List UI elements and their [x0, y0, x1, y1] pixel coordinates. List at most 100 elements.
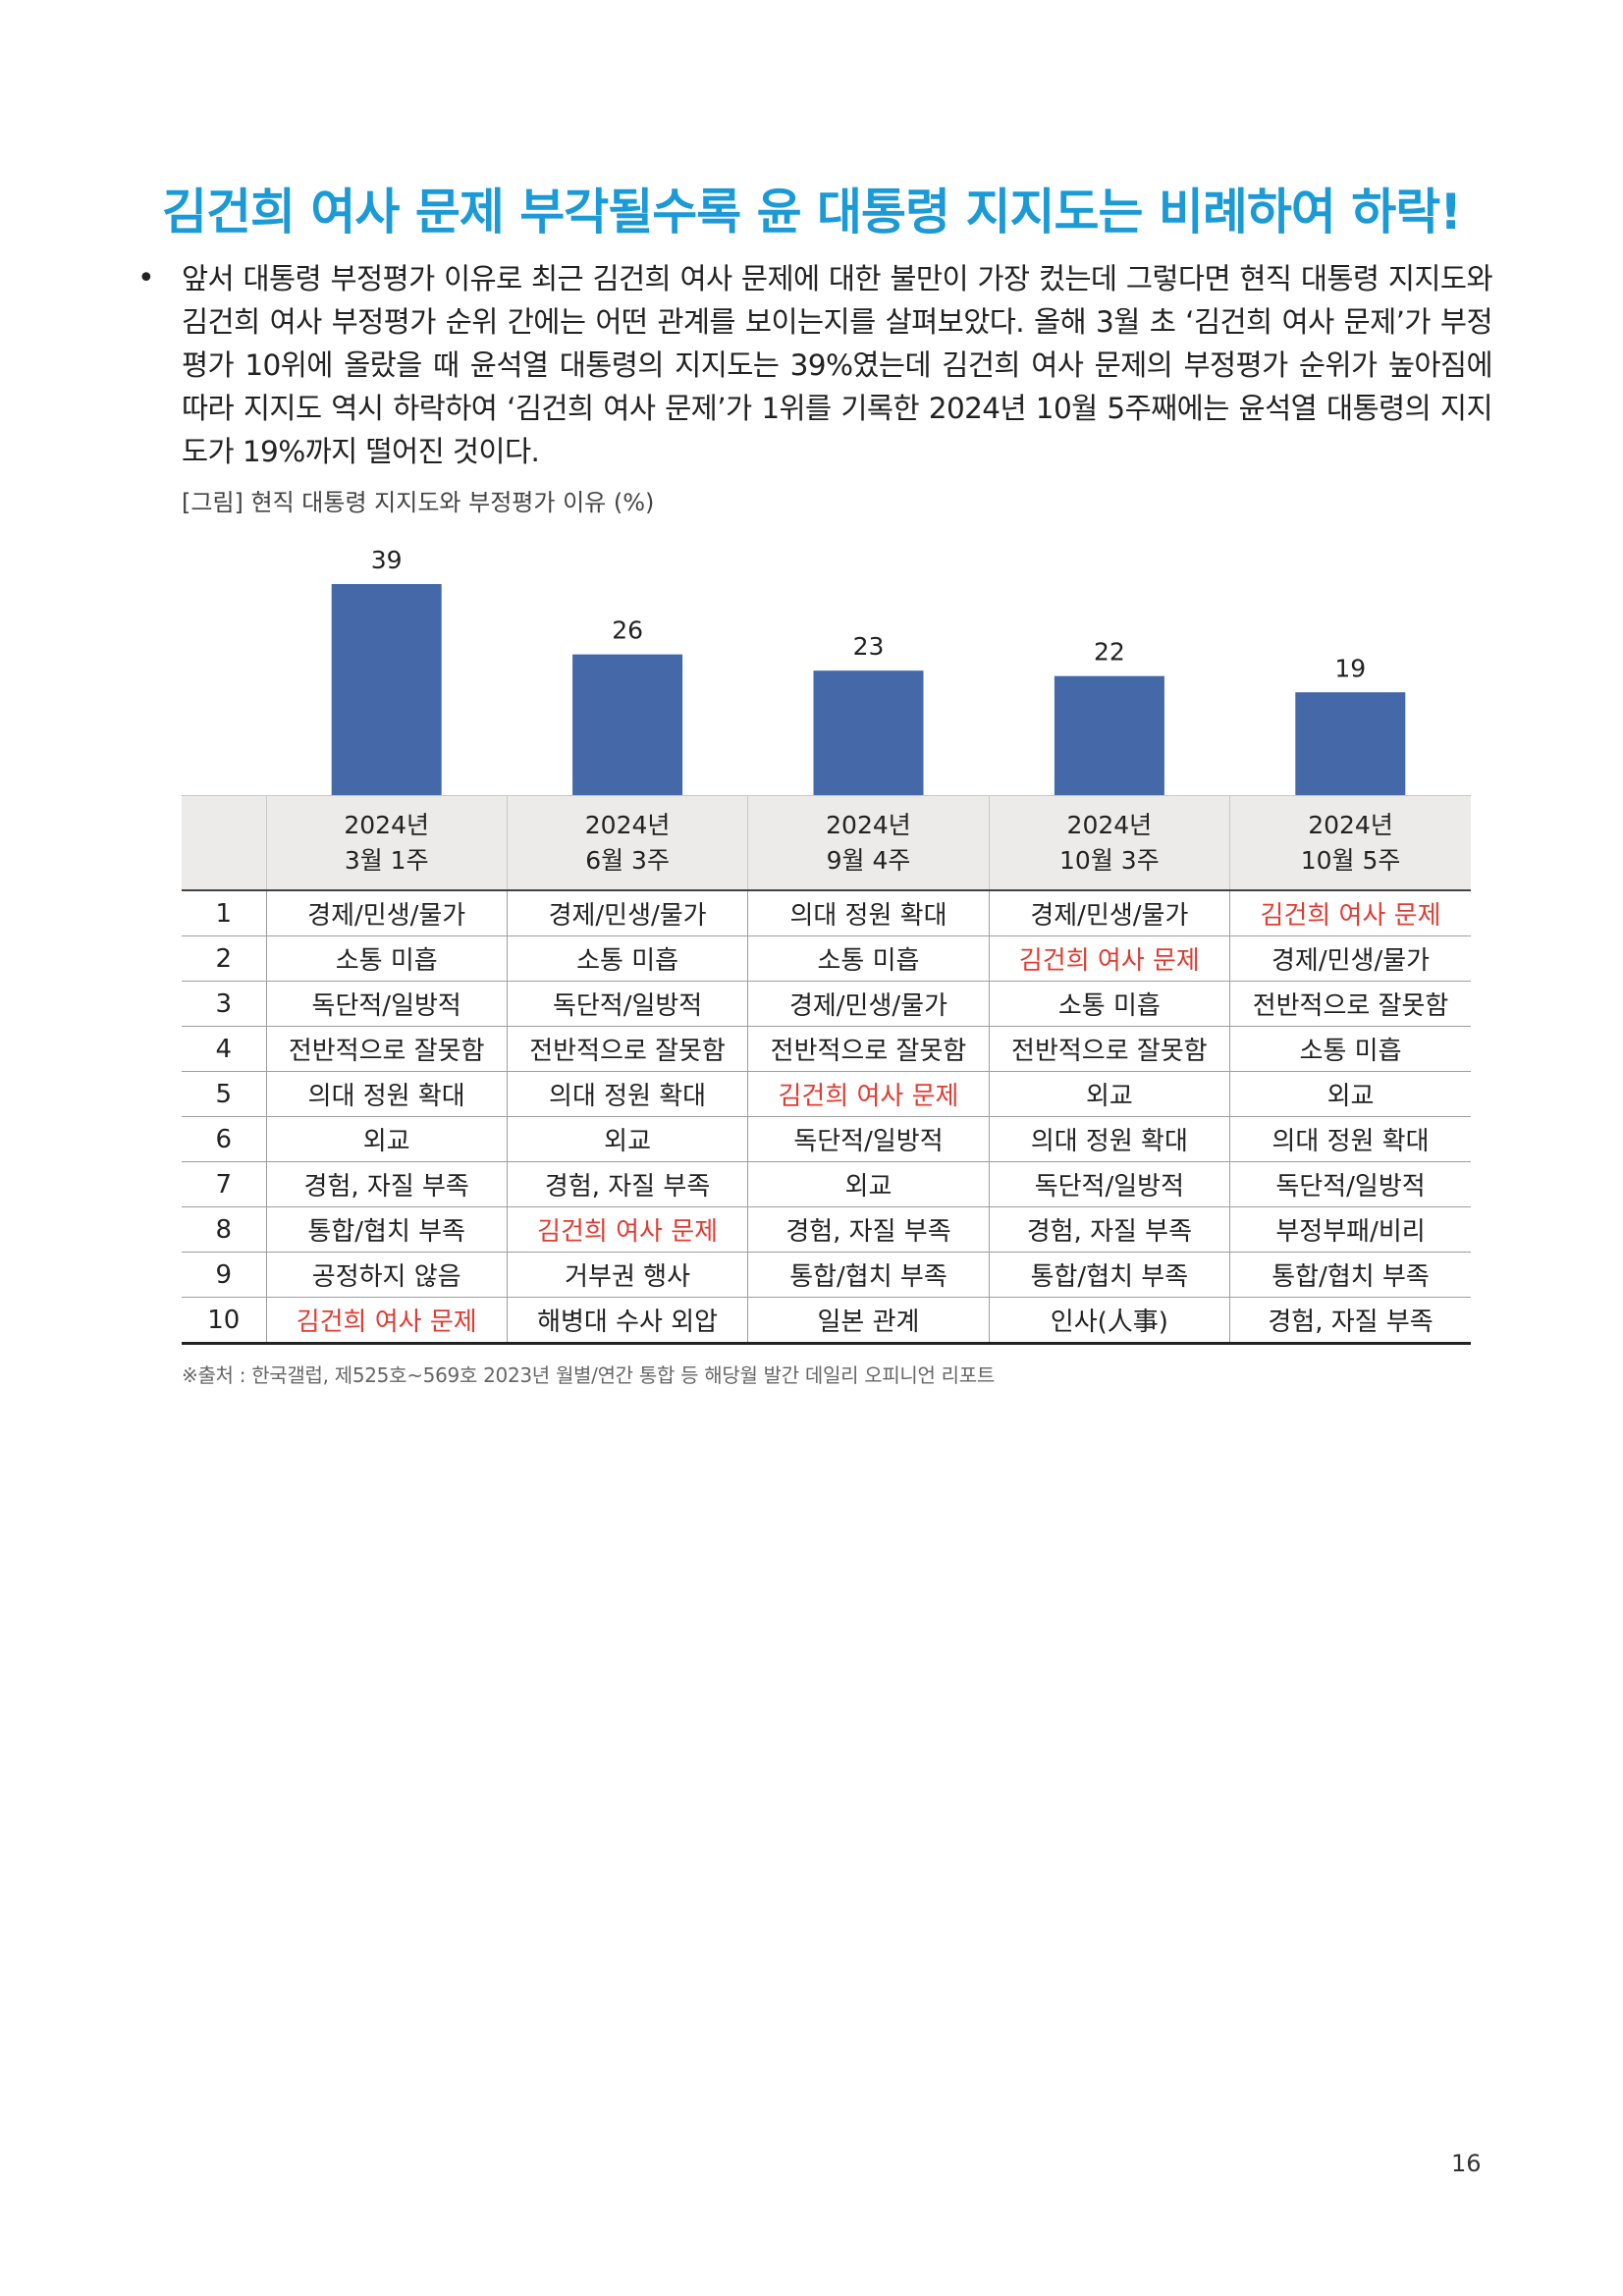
- table-row: 3 독단적/일방적 독단적/일방적 경제/민생/물가 소통 미흡 전반적으로 잘못함: [182, 981, 1471, 1027]
- bar-value-label: 39: [371, 546, 403, 574]
- table-row: 9 공정하지 않음 거부권 행사 통합/협치 부족 통합/협치 부족 통합/협치 부족: [182, 1252, 1471, 1298]
- table-row: 5 의대 정원 확대 의대 정원 확대 김건희 여사 문제 외교 외교: [182, 1071, 1471, 1117]
- bar-value-label: 23: [853, 632, 885, 661]
- reason-cell: 전반적으로 잘못함: [506, 1026, 748, 1072]
- reason-cell: 김건희 여사 문제: [1229, 889, 1471, 936]
- reason-cell: 경험, 자질 부족: [988, 1206, 1230, 1253]
- reason-cell: 외교: [747, 1161, 990, 1207]
- reason-cell: 김건희 여사 문제: [506, 1206, 748, 1253]
- reason-cell: 경험, 자질 부족: [265, 1161, 508, 1207]
- reason-cell: 통합/협치 부족: [747, 1252, 990, 1298]
- reason-cell: 소통 미흡: [265, 935, 508, 982]
- bullet-paragraph: • 앞서 대통령 부정평가 이유로 최근 김건희 여사 문제에 대한 불만이 가…: [137, 257, 1493, 473]
- table-row: 10 김건희 여사 문제 해병대 수사 외압 일본 관계 인사(人事) 경험, 자질 부족: [182, 1297, 1471, 1345]
- column-header-week: 10월 3주: [1059, 845, 1160, 875]
- reason-cell: 외교: [506, 1116, 748, 1162]
- reason-cell: 전반적으로 잘못함: [747, 1026, 990, 1072]
- rank-cell: 7: [182, 1161, 266, 1207]
- reason-cell: 해병대 수사 외압: [506, 1297, 748, 1345]
- reason-cell: 경험, 자질 부족: [506, 1161, 748, 1207]
- column-header-year: 2024년: [1308, 810, 1393, 839]
- column-header-week: 10월 5주: [1300, 845, 1401, 875]
- bar-value-label: 19: [1334, 654, 1366, 682]
- table-row: 2 소통 미흡 소통 미흡 소통 미흡 김건희 여사 문제 경제/민생/물가: [182, 935, 1471, 982]
- reason-cell: 통합/협치 부족: [988, 1252, 1230, 1298]
- rank-cell: 8: [182, 1206, 266, 1253]
- figure-caption: [그림] 현직 대통령 지지도와 부정평가 이유 (%): [182, 489, 655, 516]
- column-header-week: 6월 3주: [585, 845, 670, 875]
- reason-cell: 의대 정원 확대: [265, 1071, 508, 1117]
- reason-cell: 소통 미흡: [747, 935, 990, 982]
- rank-cell: 9: [182, 1252, 266, 1298]
- table-row: 4 전반적으로 잘못함 전반적으로 잘못함 전반적으로 잘못함 전반적으로 잘못함 소통 …: [182, 1026, 1471, 1072]
- reason-cell: 경제/민생/물가: [1229, 935, 1471, 982]
- reason-cell: 경제/민생/물가: [506, 889, 748, 936]
- support-bar: [572, 654, 683, 795]
- reason-cell: 경제/민생/물가: [988, 889, 1230, 936]
- reason-cell: 독단적/일방적: [1229, 1161, 1471, 1207]
- reason-cell: 독단적/일방적: [265, 981, 508, 1027]
- reason-cell: 경험, 자질 부족: [747, 1206, 990, 1253]
- reason-cell: 의대 정원 확대: [1229, 1116, 1471, 1162]
- reason-cell: 김건희 여사 문제: [988, 935, 1230, 982]
- negative-reason-ranking-table: 2024년 3월 1주 2024년 6월 3주 2024년 9월 4주 2024년 10월 3…: [182, 795, 1471, 1345]
- reason-cell: 일본 관계: [747, 1297, 990, 1345]
- reason-cell: 김건희 여사 문제: [747, 1071, 990, 1117]
- bar-value-label: 22: [1094, 638, 1125, 667]
- reason-cell: 독단적/일방적: [506, 981, 748, 1027]
- rank-cell: 1: [182, 889, 266, 936]
- table-row: 7 경험, 자질 부족 경험, 자질 부족 외교 독단적/일방적 독단적/일방적: [182, 1161, 1471, 1207]
- column-header-3: 2024년 9월 4주: [747, 795, 990, 890]
- body-paragraph: 앞서 대통령 부정평가 이유로 최근 김건희 여사 문제에 대한 불만이 가장 …: [182, 262, 1493, 468]
- column-header-2: 2024년 6월 3주: [506, 795, 748, 890]
- reason-cell: 공정하지 않음: [265, 1252, 508, 1298]
- column-header-year: 2024년: [826, 810, 911, 839]
- reason-cell: 외교: [988, 1071, 1230, 1117]
- reason-cell: 거부권 행사: [506, 1252, 748, 1298]
- reason-cell: 소통 미흡: [988, 981, 1230, 1027]
- page-title: 김건희 여사 문제 부각될수록 윤 대통령 지지도는 비례하여 하락!: [162, 184, 1462, 240]
- column-header-year: 2024년: [344, 810, 429, 839]
- support-bar: [1295, 692, 1406, 795]
- table-header-row: 2024년 3월 1주 2024년 6월 3주 2024년 9월 4주 2024년 10월 3…: [182, 795, 1471, 890]
- column-header-1: 2024년 3월 1주: [265, 795, 508, 890]
- table-row: 8 통합/협치 부족 김건희 여사 문제 경험, 자질 부족 경험, 자질 부족 부정부패…: [182, 1206, 1471, 1253]
- table-row: 1 경제/민생/물가 경제/민생/물가 의대 정원 확대 경제/민생/물가 김건희 여사 …: [182, 889, 1471, 936]
- support-bar: [331, 584, 442, 795]
- reason-cell: 의대 정원 확대: [747, 889, 990, 936]
- rank-cell: 5: [182, 1071, 266, 1117]
- source-note: ※출처 : 한국갤럽, 제525호~569호 2023년 월별/연간 통합 등 …: [182, 1363, 995, 1387]
- rank-cell: 10: [182, 1297, 266, 1345]
- column-header-5: 2024년 10월 5주: [1229, 795, 1471, 890]
- rank-header-cell: [182, 795, 266, 890]
- reason-cell: 통합/협치 부족: [1229, 1252, 1471, 1298]
- reason-cell: 독단적/일방적: [747, 1116, 990, 1162]
- reason-cell: 소통 미흡: [1229, 1026, 1471, 1072]
- reason-cell: 경제/민생/물가: [747, 981, 990, 1027]
- reason-cell: 전반적으로 잘못함: [265, 1026, 508, 1072]
- rank-cell: 6: [182, 1116, 266, 1162]
- rank-cell: 4: [182, 1026, 266, 1072]
- column-header-week: 9월 4주: [826, 845, 911, 875]
- reason-cell: 독단적/일방적: [988, 1161, 1230, 1207]
- reason-cell: 경험, 자질 부족: [1229, 1297, 1471, 1345]
- reason-cell: 의대 정원 확대: [988, 1116, 1230, 1162]
- rank-cell: 2: [182, 935, 266, 982]
- reason-cell: 경제/민생/물가: [265, 889, 508, 936]
- reason-cell: 전반적으로 잘못함: [988, 1026, 1230, 1072]
- reason-cell: 의대 정원 확대: [506, 1071, 748, 1117]
- table-row: 6 외교 외교 독단적/일방적 의대 정원 확대 의대 정원 확대: [182, 1116, 1471, 1162]
- reason-cell: 김건희 여사 문제: [265, 1297, 508, 1345]
- bar-value-label: 26: [612, 616, 643, 645]
- support-bar: [813, 670, 924, 795]
- reason-cell: 인사(人事): [988, 1297, 1230, 1345]
- bullet-dot-icon: •: [137, 261, 155, 295]
- page-number: 16: [1451, 2150, 1482, 2177]
- rank-cell: 3: [182, 981, 266, 1027]
- reason-cell: 전반적으로 잘못함: [1229, 981, 1471, 1027]
- reason-cell: 통합/협치 부족: [265, 1206, 508, 1253]
- reason-cell: 외교: [265, 1116, 508, 1162]
- reason-cell: 부정부패/비리: [1229, 1206, 1471, 1253]
- reason-cell: 외교: [1229, 1071, 1471, 1117]
- reason-cell: 소통 미흡: [506, 935, 748, 982]
